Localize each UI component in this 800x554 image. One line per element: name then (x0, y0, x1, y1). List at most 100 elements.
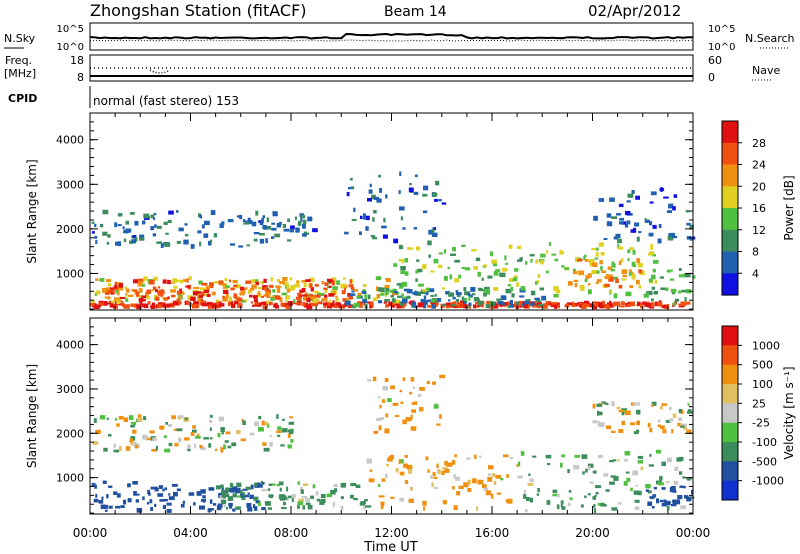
heatmap-cell (270, 297, 275, 301)
heatmap-cell (150, 506, 153, 511)
heatmap-cell (209, 437, 213, 440)
heatmap-cell (340, 283, 346, 289)
heatmap-cell (583, 255, 586, 260)
cpid-label: CPID (8, 92, 37, 105)
colorbar-band (722, 273, 738, 296)
heatmap-cell (257, 502, 261, 506)
heatmap-cell (275, 285, 281, 288)
heatmap-cell (616, 213, 622, 216)
heatmap-cell (572, 301, 575, 306)
heatmap-cell (95, 429, 101, 435)
heatmap-cell (237, 302, 243, 308)
heatmap-cell (265, 238, 268, 244)
heatmap-cell (362, 290, 367, 294)
heatmap-cell (139, 300, 143, 305)
colorbar-tick-label: 24 (752, 159, 766, 172)
heatmap-cell (244, 299, 247, 302)
heatmap-cell (222, 496, 226, 499)
heatmap-cell (91, 299, 95, 304)
heatmap-cell (302, 505, 305, 510)
heatmap-cell (92, 441, 99, 445)
heatmap-cell (436, 423, 441, 426)
heatmap-cell (199, 215, 203, 219)
heatmap-cell (580, 504, 584, 508)
heatmap-cell (431, 228, 435, 233)
heatmap-cell (599, 242, 605, 247)
heatmap-cell (637, 460, 644, 464)
heatmap-cell (258, 415, 262, 420)
heatmap-cell (312, 484, 316, 489)
heatmap-cell (118, 282, 123, 288)
heatmap-cell (519, 257, 523, 261)
heatmap-cell (612, 276, 618, 280)
heatmap-cell (598, 198, 605, 202)
heatmap-cell (514, 275, 518, 280)
heatmap-cell (691, 489, 694, 495)
heatmap-cell (261, 420, 265, 426)
heatmap-cell (178, 415, 184, 418)
heatmap-cell (227, 496, 234, 501)
heatmap-cell (599, 303, 605, 309)
heatmap-cell (141, 284, 146, 287)
colorbar-band (722, 142, 738, 166)
heatmap-cell (303, 295, 309, 301)
heatmap-cell (450, 304, 457, 307)
heatmap-cell (286, 285, 290, 290)
heatmap-cell (103, 504, 109, 509)
heatmap-cell (150, 226, 154, 231)
heatmap-cell (184, 234, 189, 237)
heatmap-cell (139, 237, 145, 241)
heatmap-cell (369, 183, 372, 188)
heatmap-cell (207, 304, 213, 309)
heatmap-cell (243, 222, 250, 225)
heatmap-cell (136, 292, 140, 297)
heatmap-cell (682, 273, 685, 278)
heatmap-cell (649, 221, 653, 226)
heatmap-cell (528, 473, 531, 477)
heatmap-cell (129, 438, 133, 443)
heatmap-cell (542, 303, 548, 309)
heatmap-cell (276, 223, 281, 228)
heatmap-cell (188, 276, 192, 281)
heatmap-cell (539, 287, 544, 291)
heatmap-cell (601, 270, 607, 273)
heatmap-cell (100, 504, 106, 509)
y-axis-label: Slant Range [km] (25, 364, 39, 468)
heatmap-cell (522, 303, 528, 308)
heatmap-cell (471, 293, 476, 296)
heatmap-cell (250, 301, 253, 304)
heatmap-cell (672, 302, 677, 306)
heatmap-cell (176, 240, 181, 244)
heatmap-cell (247, 492, 250, 495)
heatmap-cell (323, 287, 328, 290)
heatmap-cell (118, 415, 124, 420)
heatmap-cell (198, 213, 202, 218)
heatmap-cell (678, 303, 681, 307)
heatmap-cell (247, 217, 251, 223)
heatmap-cell (383, 217, 386, 223)
heatmap-cell (397, 295, 403, 298)
heatmap-cell (393, 238, 399, 244)
heatmap-cell (106, 241, 110, 245)
heatmap-cell (485, 490, 492, 496)
heatmap-cell (686, 289, 692, 294)
heatmap-cell (556, 504, 560, 510)
heatmap-cell (640, 466, 644, 471)
nsky-tick-top: 10^5 (57, 24, 84, 35)
heatmap-cell (616, 406, 621, 410)
heatmap-cell (113, 491, 118, 495)
heatmap-cell (650, 243, 653, 248)
heatmap-cell (378, 495, 385, 498)
heatmap-cell (384, 377, 389, 383)
nave-tick-top: 60 (708, 54, 722, 67)
heatmap-cell (131, 239, 137, 244)
heatmap-cell (302, 219, 307, 224)
heatmap-cell (293, 299, 296, 304)
heatmap-cell (610, 475, 616, 478)
heatmap-cell (399, 497, 405, 502)
heatmap-cell (210, 414, 213, 418)
heatmap-cell (221, 486, 224, 490)
heatmap-cell (458, 485, 464, 490)
heatmap-cell (671, 429, 674, 434)
heatmap-cell (621, 278, 627, 281)
